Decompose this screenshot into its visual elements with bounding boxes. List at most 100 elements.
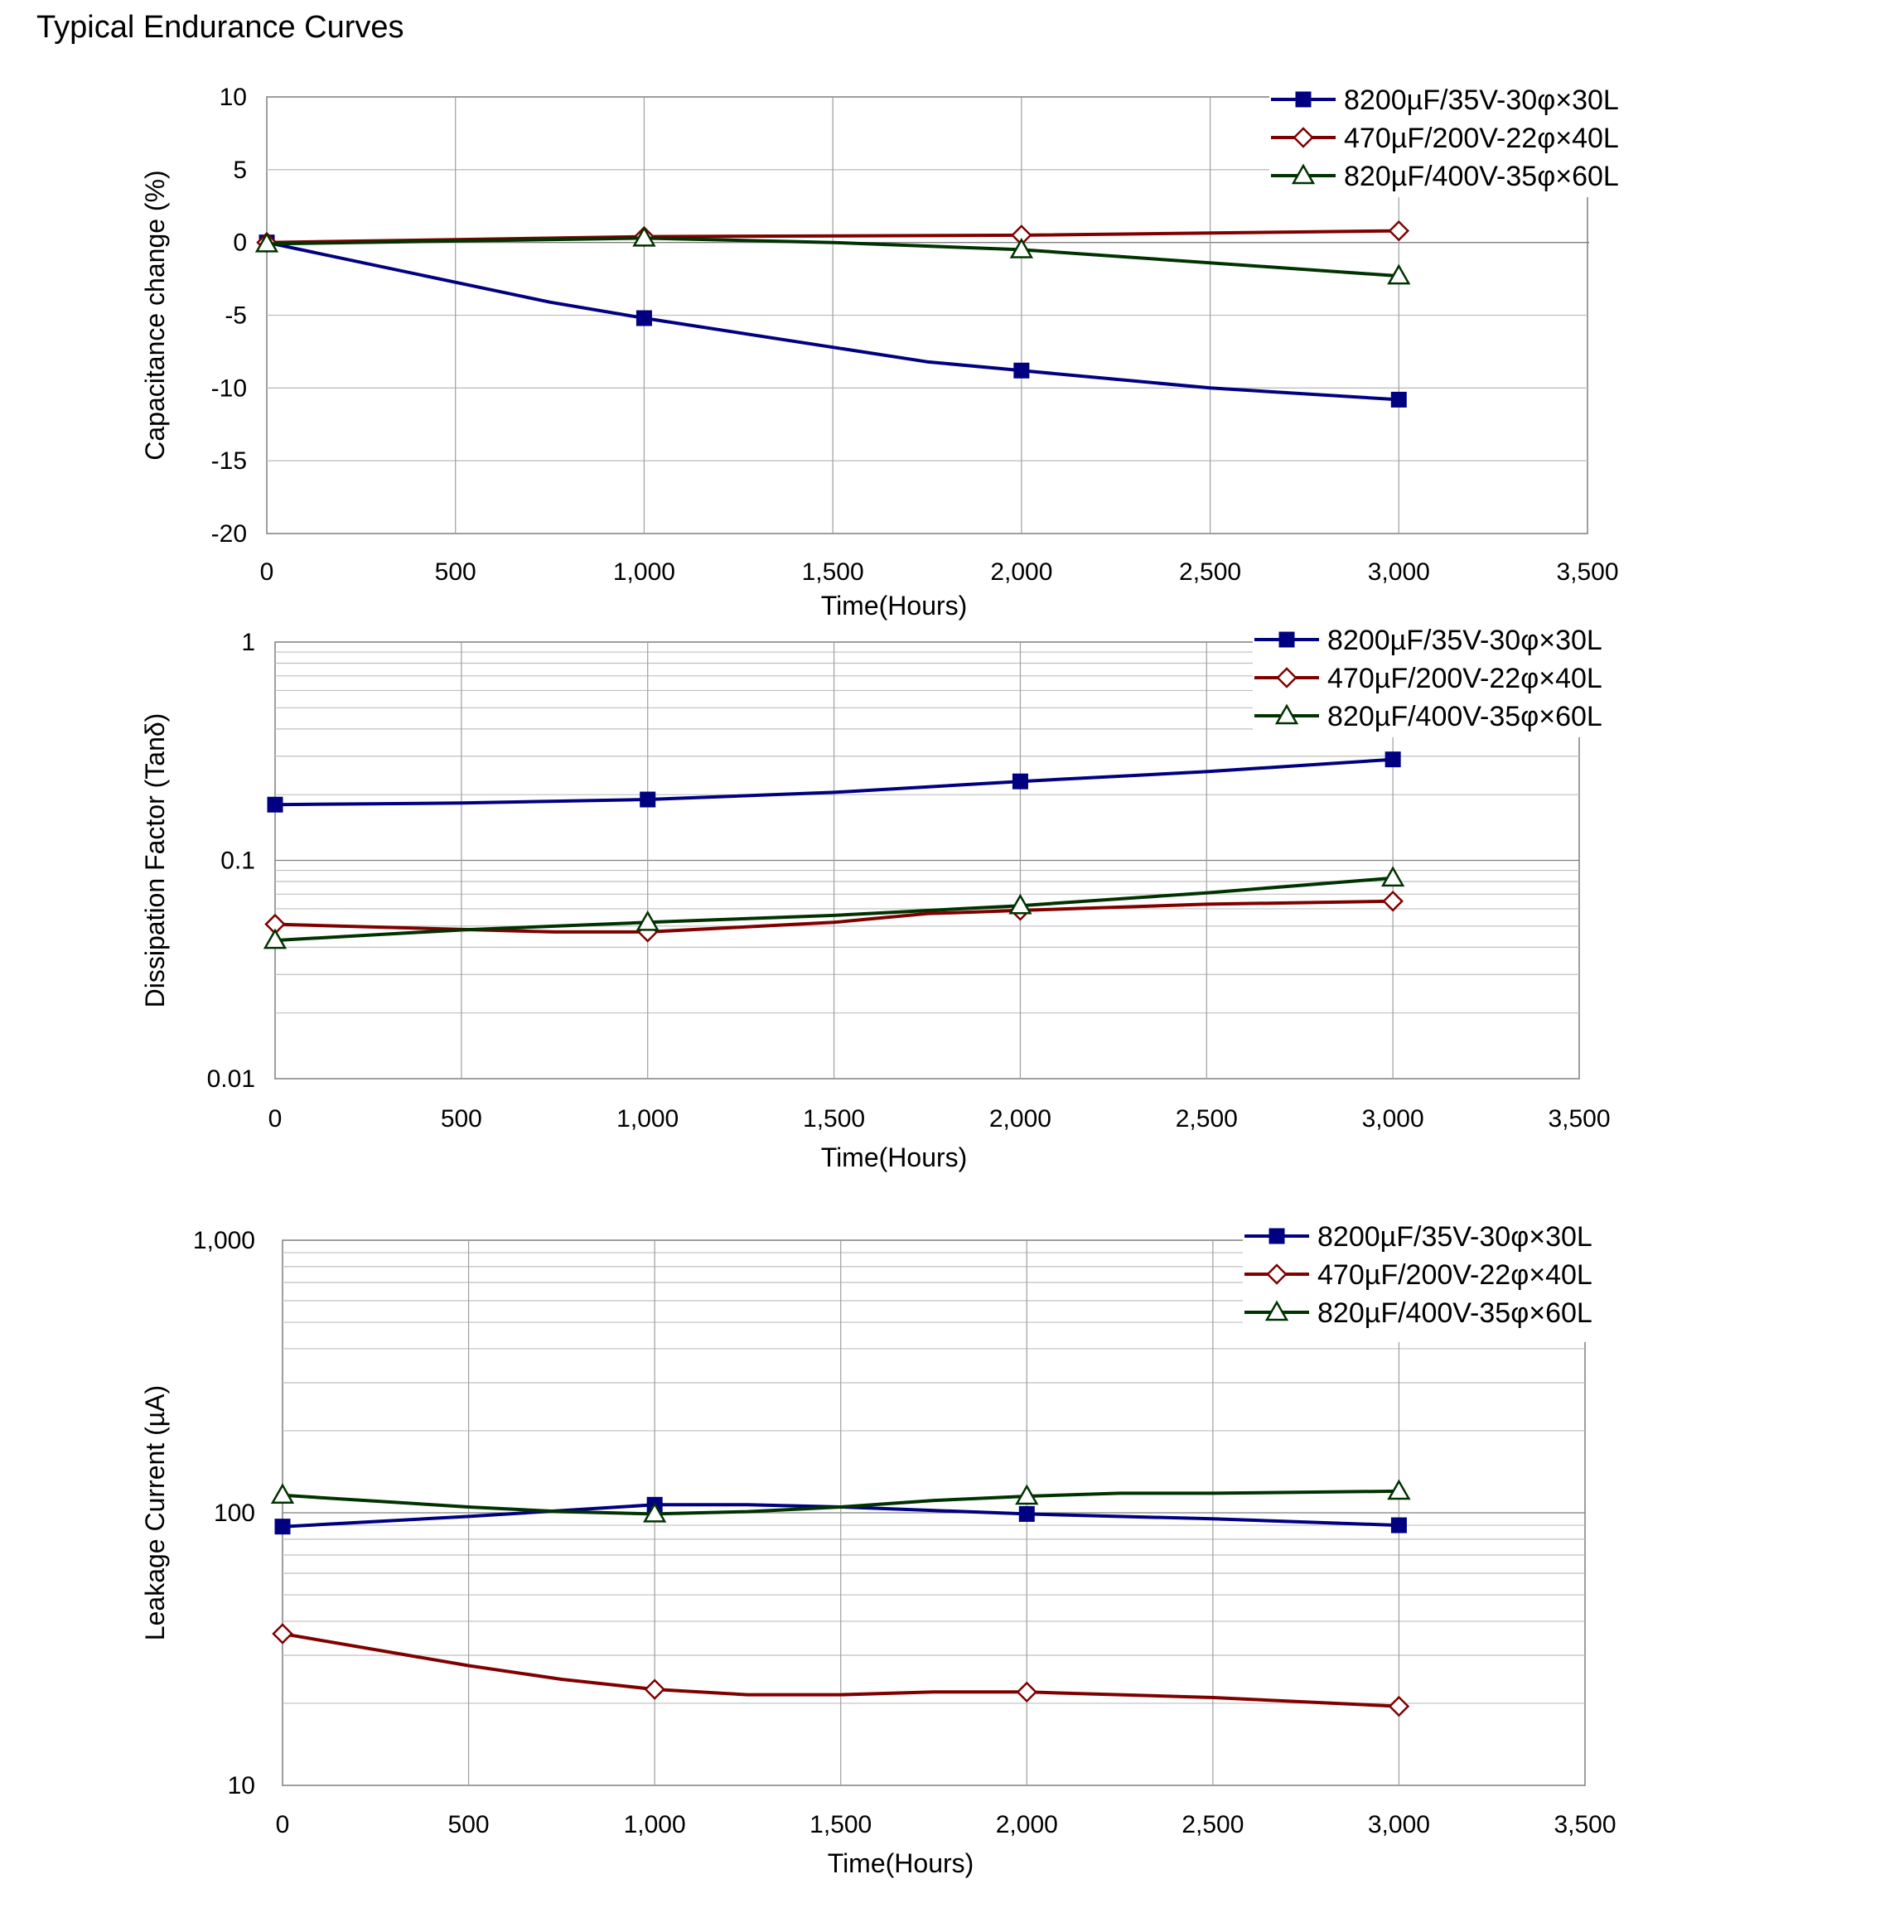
series-2	[272, 1623, 1410, 1717]
data-point	[635, 310, 652, 326]
y-axis-label: Leakage Current (µA)	[140, 1385, 170, 1640]
y-tick-label: 1	[241, 629, 255, 656]
data-point	[272, 1623, 293, 1645]
data-point	[254, 231, 279, 253]
series-line	[274, 876, 1394, 943]
data-point	[1390, 391, 1407, 408]
legend-marker	[1295, 91, 1312, 108]
data-point	[632, 225, 656, 247]
x-axis-label: Time(Hours)	[821, 1142, 968, 1172]
data-point	[267, 796, 283, 813]
legend-marker	[1264, 1300, 1289, 1321]
data-point	[1013, 362, 1030, 379]
data-point	[1015, 1484, 1039, 1505]
data-point	[270, 1483, 295, 1505]
series-3	[254, 225, 1411, 285]
x-tick-label: 0	[268, 1105, 283, 1133]
x-tick-label: 500	[448, 1811, 490, 1838]
y-tick-label: -5	[225, 302, 247, 330]
data-point	[635, 910, 660, 931]
y-tick-label: 10	[220, 84, 247, 111]
legend-entry-label: 8200µF/35V-30φ×30L	[1327, 625, 1602, 656]
x-axis-label: Time(Hours)	[828, 1848, 974, 1878]
y-tick-label: 1,000	[193, 1227, 255, 1254]
x-tick-label: 0	[276, 1811, 290, 1838]
data-point	[1390, 1517, 1407, 1534]
legend-entry-label: 470µF/200V-22φ×40L	[1317, 1259, 1592, 1291]
x-tick-label: 2,000	[989, 1105, 1051, 1133]
data-point	[1388, 220, 1410, 242]
x-tick-label: 2,500	[1182, 1811, 1244, 1838]
data-point	[1018, 1505, 1035, 1522]
x-tick-label: 3,000	[1362, 1105, 1424, 1133]
x-tick-label: 3,000	[1368, 1811, 1430, 1838]
legend-marker	[1278, 631, 1295, 648]
x-tick-label: 2,500	[1179, 558, 1241, 586]
data-point	[644, 1678, 665, 1700]
y-axis-label: Dissipation Factor (Tanδ)	[140, 713, 170, 1008]
data-point	[1008, 893, 1032, 915]
y-tick-label: 0.1	[220, 848, 255, 875]
data-point	[1387, 263, 1411, 285]
y-tick-label: -20	[211, 520, 247, 548]
y-tick-label: 5	[233, 157, 247, 184]
series-3	[270, 1479, 1411, 1523]
legend-marker	[1266, 1263, 1288, 1285]
data-point	[1387, 1479, 1411, 1500]
chart-1: 0 500 1,000 1,500 2,000 2,500 3,000 3,500 10 5 0 -5…	[140, 83, 1634, 621]
x-tick-label: 1,000	[613, 558, 675, 586]
x-tick-label: 1,000	[616, 1105, 679, 1133]
series-1	[274, 1496, 1407, 1535]
y-tick-label: -10	[211, 374, 247, 402]
chart-3: 0 500 1,000 1,500 2,000 2,500 3,000 3,500 1,000 1…	[140, 1220, 1616, 1878]
y-tick-label: 0	[233, 229, 247, 257]
x-tick-label: 3,500	[1554, 1811, 1616, 1838]
legend-entry-label: 8200µF/35V-30φ×30L	[1344, 85, 1619, 116]
series-line	[274, 899, 1394, 934]
x-tick-label: 0	[260, 558, 274, 586]
legend: 8200µF/35V-30φ×30L 470µF/200V-22φ×40L 820µ…	[1253, 623, 1617, 737]
legend-entry-label: 820µF/400V-35φ×60L	[1344, 161, 1619, 192]
series-3	[263, 866, 1405, 949]
data-point	[1388, 1695, 1410, 1717]
x-tick-label: 500	[441, 1105, 482, 1133]
data-point	[1012, 773, 1028, 790]
legend-entry-label: 820µF/400V-35φ×60L	[1317, 1297, 1592, 1329]
series-line	[282, 1489, 1399, 1516]
y-tick-label: 10	[228, 1772, 255, 1799]
x-tick-label: 1,500	[809, 1811, 872, 1838]
legend-marker	[1269, 1228, 1285, 1244]
series-line	[282, 1632, 1399, 1708]
data-point	[1380, 866, 1405, 887]
y-tick-label: -15	[211, 447, 247, 475]
y-tick-label: 100	[214, 1500, 255, 1527]
legend-entry-label: 8200µF/35V-30φ×30L	[1317, 1221, 1592, 1253]
y-axis-label: Capacitance change (%)	[140, 170, 170, 460]
series-line	[266, 240, 1399, 402]
x-tick-label: 2,000	[990, 558, 1052, 586]
page-title: Typical Endurance Curves	[36, 10, 404, 45]
legend-entry-label: 470µF/200V-22φ×40L	[1344, 123, 1619, 154]
x-tick-label: 500	[435, 558, 476, 586]
data-point	[274, 1519, 291, 1535]
x-tick-label: 2,000	[996, 1811, 1058, 1838]
chart-2: 0 500 1,000 1,500 2,000 2,500 3,000 3,500 1 0.1 0.…	[140, 623, 1617, 1172]
series-line	[282, 1503, 1399, 1529]
data-point	[1382, 891, 1404, 912]
legend-marker	[1293, 127, 1314, 148]
legend-marker	[1276, 667, 1298, 688]
legend-entry-label: 470µF/200V-22φ×40L	[1327, 663, 1602, 694]
data-point	[642, 1501, 667, 1523]
x-tick-label: 3,500	[1548, 1105, 1610, 1133]
legend-entry-label: 820µF/400V-35φ×60L	[1327, 701, 1602, 732]
series-1	[267, 751, 1401, 813]
x-tick-label: 2,500	[1176, 1105, 1238, 1133]
data-point	[263, 928, 288, 949]
legend-marker	[1274, 703, 1299, 725]
data-point	[1016, 1681, 1038, 1703]
x-tick-label: 1,500	[802, 558, 864, 586]
legend: 8200µF/35V-30φ×30L 470µF/200V-22φ×40L 820µ…	[1243, 1220, 1607, 1342]
x-tick-label: 1,000	[624, 1811, 686, 1838]
data-point	[1385, 751, 1401, 768]
